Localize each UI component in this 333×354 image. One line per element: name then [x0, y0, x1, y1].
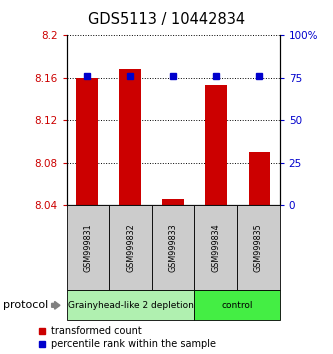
- Text: GSM999832: GSM999832: [126, 223, 135, 272]
- Text: Grainyhead-like 2 depletion: Grainyhead-like 2 depletion: [68, 301, 193, 310]
- Bar: [163, 199, 184, 205]
- Bar: [205, 85, 227, 205]
- Bar: [248, 152, 270, 205]
- Text: GSM999834: GSM999834: [211, 223, 220, 272]
- Text: control: control: [221, 301, 253, 310]
- Bar: [76, 78, 98, 205]
- Text: GSM999833: GSM999833: [168, 223, 178, 272]
- Bar: [119, 69, 141, 205]
- Legend: transformed count, percentile rank within the sample: transformed count, percentile rank withi…: [38, 326, 216, 349]
- Text: GSM999831: GSM999831: [83, 223, 93, 272]
- Text: GDS5113 / 10442834: GDS5113 / 10442834: [88, 12, 245, 27]
- Text: GSM999835: GSM999835: [254, 223, 263, 272]
- Text: protocol: protocol: [3, 300, 49, 310]
